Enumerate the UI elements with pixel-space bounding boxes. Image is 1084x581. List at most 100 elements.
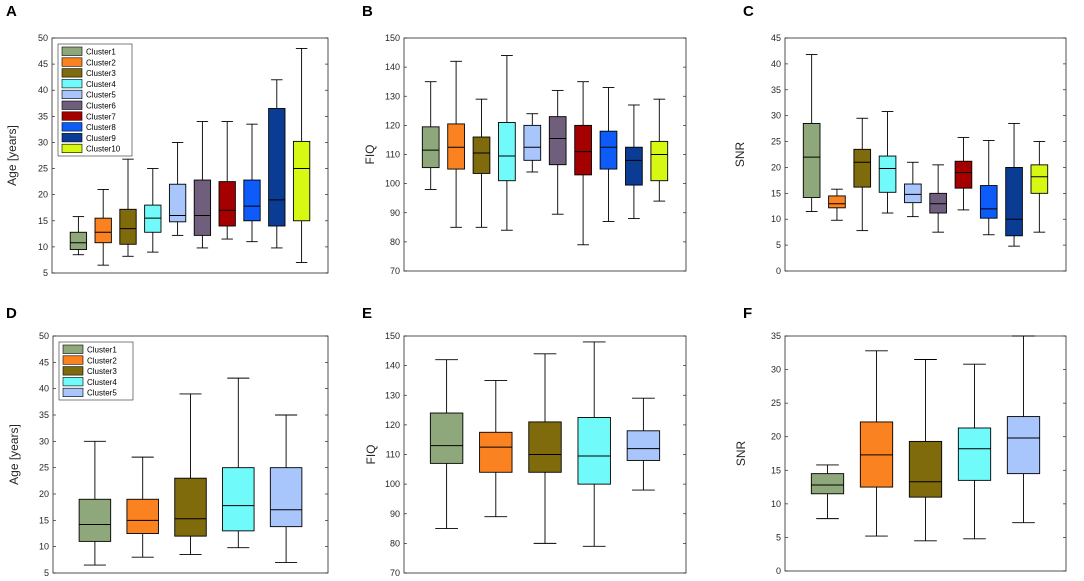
legend-swatch [61, 143, 83, 153]
iqr-box [119, 208, 137, 245]
legend-swatch [61, 79, 83, 89]
y-tick-label: 35 [771, 331, 781, 341]
box-cluster6 [929, 164, 947, 233]
iqr-box [599, 130, 618, 170]
legend-swatch [61, 111, 83, 121]
box-cluster1 [802, 54, 821, 212]
y-tick-label: 50 [38, 33, 48, 43]
y-tick-label: 110 [386, 450, 400, 460]
iqr-box [243, 179, 261, 222]
iqr-box [954, 160, 973, 189]
box-cluster10 [1030, 141, 1049, 233]
legend-swatch [61, 46, 83, 56]
y-tick-label: 70 [390, 568, 400, 578]
box-cluster4 [957, 363, 992, 540]
legend-label: Cluster4 [86, 80, 116, 89]
y-tick-label: 20 [38, 190, 48, 200]
iqr-box [802, 122, 821, 198]
y-tick-label: 30 [771, 111, 781, 121]
box-cluster2 [479, 379, 513, 518]
legend-item: Cluster3 [62, 366, 117, 376]
box-cluster3 [908, 359, 943, 542]
legend-swatch [61, 68, 83, 78]
y-axis-label: Age [years] [5, 125, 19, 186]
box-cluster5 [269, 414, 303, 563]
y-tick-label: 10 [38, 242, 48, 252]
legend-swatch [62, 366, 84, 376]
box-cluster2 [447, 60, 465, 228]
panel-b: B 70 80 90 100 110 120 130 140 150 FIQ [362, 3, 687, 276]
iqr-box [168, 183, 187, 223]
y-tick-label: 10 [771, 499, 781, 509]
y-tick-label: 40 [38, 85, 48, 95]
box-cluster3 [174, 393, 207, 556]
iqr-box [479, 431, 513, 473]
legend-item: Cluster3 [61, 68, 116, 78]
y-tick-label: 35 [771, 85, 781, 95]
iqr-box [193, 179, 212, 236]
legend-item: Cluster4 [62, 377, 117, 387]
y-tick-label: 80 [390, 237, 400, 247]
box-cluster8 [979, 140, 998, 236]
box-cluster4 [222, 377, 255, 549]
y-axis-label: FIQ [364, 445, 378, 465]
y-tick-label: 120 [385, 120, 400, 130]
panel-letter: F [743, 305, 752, 322]
legend-label: Cluster9 [86, 134, 116, 143]
y-tick-label: 5 [776, 532, 781, 542]
y-tick-label: 150 [385, 33, 400, 43]
legend-label: Cluster3 [87, 367, 117, 376]
iqr-box [908, 440, 943, 498]
legend-item: Cluster2 [62, 355, 117, 365]
y-axis-label: SNR [734, 441, 748, 467]
iqr-box [625, 146, 643, 186]
iqr-box [853, 148, 872, 188]
legend-item: Cluster5 [61, 89, 116, 100]
iqr-box [929, 192, 947, 214]
box-cluster9 [268, 79, 286, 249]
y-tick-label: 5 [776, 240, 781, 250]
legend-label: Cluster5 [87, 389, 117, 398]
iqr-box [626, 430, 661, 461]
y-tick-label: 25 [771, 398, 781, 408]
legend-swatch [62, 387, 84, 398]
legend-label: Cluster1 [86, 48, 116, 57]
box-cluster2 [828, 188, 846, 221]
iqr-box [957, 427, 992, 481]
y-tick-label: 0 [776, 266, 781, 276]
y-tick-label: 130 [385, 390, 400, 400]
iqr-box [126, 498, 159, 534]
iqr-box [472, 136, 491, 174]
box-cluster3 [472, 98, 491, 228]
y-axis-label: SNR [733, 142, 747, 168]
legend-item: Cluster10 [61, 143, 121, 154]
y-tick-label: 0 [776, 566, 781, 576]
iqr-box [828, 195, 846, 209]
box-cluster3 [528, 353, 562, 544]
y-tick-label: 35 [39, 410, 49, 420]
iqr-box [174, 477, 207, 537]
box-cluster2 [94, 188, 112, 266]
panel-letter: D [6, 305, 17, 322]
legend-swatch [61, 100, 83, 110]
iqr-box [498, 122, 516, 182]
legend-item: Cluster6 [61, 100, 116, 111]
y-tick-label: 130 [385, 91, 400, 101]
iqr-box [144, 204, 162, 233]
legend-swatch [62, 344, 84, 354]
box-cluster10 [292, 47, 311, 264]
y-tick-label: 5 [44, 568, 49, 578]
box-cluster7 [218, 121, 236, 240]
panel-letter: B [362, 3, 373, 20]
y-tick-label: 15 [771, 188, 781, 198]
box-cluster3 [119, 158, 137, 257]
box-cluster1 [810, 464, 845, 520]
y-tick-label: 40 [771, 59, 781, 69]
legend-item: Cluster7 [61, 111, 116, 121]
y-tick-label: 35 [38, 111, 48, 121]
panel-letter: C [743, 3, 754, 20]
y-tick-label: 20 [771, 162, 781, 172]
y-tick-label: 5 [43, 268, 48, 278]
